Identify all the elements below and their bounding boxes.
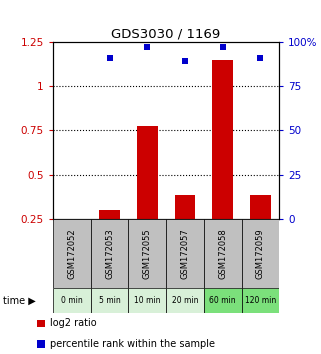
Text: 20 min: 20 min xyxy=(172,296,198,305)
Bar xyxy=(250,195,271,219)
Text: 120 min: 120 min xyxy=(245,296,276,305)
Bar xyxy=(99,210,120,219)
Text: 5 min: 5 min xyxy=(99,296,120,305)
Text: 10 min: 10 min xyxy=(134,296,160,305)
Bar xyxy=(204,288,241,313)
Text: GSM172055: GSM172055 xyxy=(143,228,152,279)
Bar xyxy=(91,288,128,313)
Bar xyxy=(128,288,166,313)
Bar xyxy=(166,288,204,313)
Text: GSM172059: GSM172059 xyxy=(256,228,265,279)
Bar xyxy=(128,219,166,288)
Text: log2 ratio: log2 ratio xyxy=(49,319,96,329)
Bar xyxy=(241,288,279,313)
Bar xyxy=(137,126,158,219)
Text: GSM172057: GSM172057 xyxy=(180,228,189,279)
Bar xyxy=(175,195,195,219)
Bar xyxy=(204,219,241,288)
Text: GSM172052: GSM172052 xyxy=(67,228,76,279)
Title: GDS3030 / 1169: GDS3030 / 1169 xyxy=(111,28,221,41)
Bar xyxy=(241,219,279,288)
Bar xyxy=(91,219,128,288)
Bar xyxy=(53,219,91,288)
Text: GSM172053: GSM172053 xyxy=(105,228,114,279)
Text: 0 min: 0 min xyxy=(61,296,83,305)
Text: GSM172058: GSM172058 xyxy=(218,228,227,279)
Bar xyxy=(53,288,91,313)
Bar xyxy=(212,60,233,219)
Text: percentile rank within the sample: percentile rank within the sample xyxy=(49,339,214,349)
Text: time ▶: time ▶ xyxy=(3,296,36,306)
Bar xyxy=(166,219,204,288)
Text: 60 min: 60 min xyxy=(209,296,236,305)
